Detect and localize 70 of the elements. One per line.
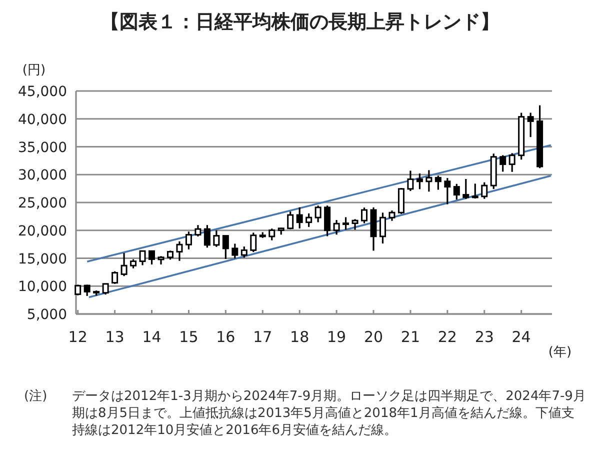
candlestick <box>139 250 146 266</box>
candlestick <box>74 284 82 296</box>
x-tick-label: 21 <box>400 328 420 346</box>
candlestick <box>324 204 331 238</box>
candlestick <box>166 250 174 260</box>
y-tick-label: 20,000 <box>18 223 67 240</box>
candlestick <box>296 206 303 230</box>
candlestick <box>481 182 488 200</box>
x-axis-title: (年) <box>548 345 572 360</box>
candlestick <box>508 152 516 173</box>
x-tick-label: 14 <box>142 328 162 346</box>
candlestick <box>287 210 294 230</box>
candlestick <box>527 112 534 138</box>
candlestick <box>102 282 109 296</box>
candlestick <box>453 183 460 200</box>
candlestick <box>462 178 470 200</box>
candlestick <box>84 284 90 297</box>
x-tick-label: 24 <box>512 328 531 346</box>
candlestick <box>444 177 451 206</box>
candlestick <box>306 212 312 228</box>
candlestick <box>388 210 396 222</box>
candlestick <box>472 182 478 200</box>
candlestick <box>314 204 322 224</box>
candlestick <box>148 250 156 266</box>
y-tick-label: 35,000 <box>18 140 67 156</box>
x-tick-label: 22 <box>438 328 457 346</box>
candlestick <box>185 230 192 250</box>
x-tick-label: 18 <box>290 328 310 346</box>
candlestick <box>434 174 442 191</box>
x-tick-label: 15 <box>179 328 198 346</box>
candlestick <box>352 218 358 231</box>
candlestick <box>407 170 414 192</box>
candlestick <box>361 206 368 224</box>
y-tick-label: 10,000 <box>18 279 67 296</box>
x-tick-label: 17 <box>253 328 272 346</box>
x-tick-label: 16 <box>216 328 236 346</box>
candlestick <box>250 232 257 253</box>
y-axis-title: (円) <box>22 63 46 78</box>
chart-title: 【図表１：日経平均株価の長期上昇トレンド】 <box>100 11 500 33</box>
candlestick <box>204 224 210 248</box>
y-tick-label: 5,000 <box>26 307 67 323</box>
x-tick-label: 20 <box>364 328 384 346</box>
text: (注) <box>24 388 48 405</box>
text: データは2012年1-3月期から2024年7-9月期。ローソク足は四半期足で、2024年7-9月期は8月5日まで。上値抵抗線は2013年5月高値と2018年1月高値を結んだ線。下値支持線は2012年10月安値と2016年6月安値を結んだ線。 <box>72 388 587 439</box>
candlestick <box>398 187 404 215</box>
candlestick <box>232 242 238 260</box>
y-tick-label: 45,000 <box>18 84 67 100</box>
candlestick <box>342 216 350 231</box>
x-tick-label: 23 <box>474 328 494 346</box>
y-tick-label: 40,000 <box>18 112 67 128</box>
candlestick <box>240 246 248 258</box>
candlestick <box>120 252 128 277</box>
candlestick <box>194 224 202 238</box>
x-tick-label: 13 <box>105 328 124 346</box>
y-tick-label: 30,000 <box>18 168 67 184</box>
y-tick-label: 25,000 <box>18 196 67 212</box>
y-tick-label: 15,000 <box>18 251 67 268</box>
candlestick <box>500 154 506 172</box>
candlestick <box>130 258 137 270</box>
candlestick <box>268 228 276 242</box>
candlestick <box>426 169 432 192</box>
candlestick <box>176 240 183 262</box>
candlestick <box>112 270 118 285</box>
candlestick <box>416 172 423 190</box>
x-tick-label: 19 <box>326 328 346 346</box>
candlestick <box>379 212 386 244</box>
candlestick <box>333 219 340 236</box>
candlestick <box>222 234 229 260</box>
x-tick-label: 12 <box>68 328 88 346</box>
candlestick <box>213 230 220 248</box>
